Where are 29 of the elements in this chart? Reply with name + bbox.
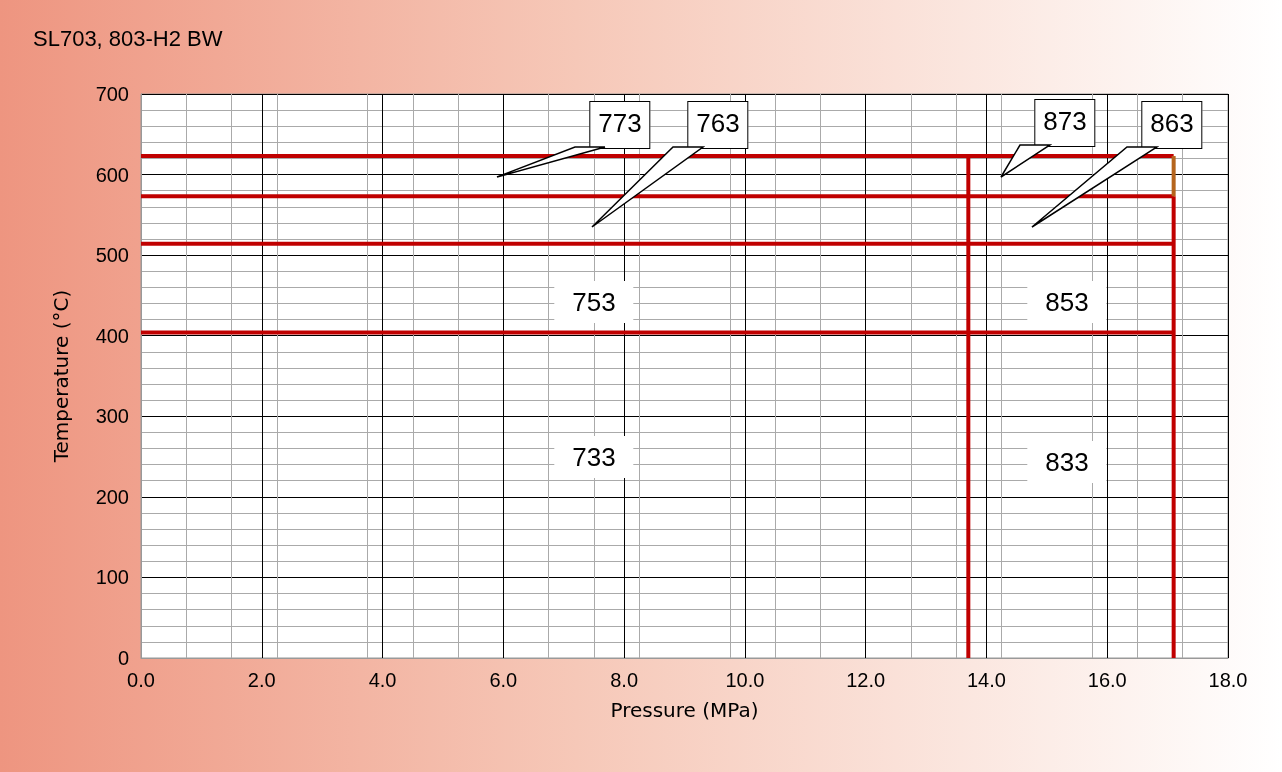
x-tick-label: 10.0 [725,669,765,691]
y-axis-title: Temperature (°C) [49,289,73,464]
y-tick-label: 0 [117,647,129,669]
x-tick-label: 0.0 [127,669,155,691]
x-axis-title: Pressure (MPa) [610,698,759,722]
annotation: 753 [554,281,634,323]
y-tick-label: 500 [95,244,129,267]
x-tick-label: 8.0 [610,669,639,691]
y-tick-label: 100 [95,566,129,589]
y-tick-label: 700 [95,83,129,105]
x-tick-label: 16.0 [1087,669,1127,691]
chart-title: SL703, 803-H2 BW [33,25,223,51]
x-tick-label: 4.0 [368,669,397,691]
y-tick-label: 400 [95,324,129,347]
annotation: 763 [687,101,749,149]
x-tick-label: 18.0 [1208,669,1248,691]
x-tick-label: 14.0 [966,669,1006,691]
annotation: 873 [1034,99,1096,147]
x-tick-label: 2.0 [247,669,276,691]
y-tick-label: 600 [95,163,129,186]
x-tick-label: 6.0 [489,669,518,691]
annotation: 863 [1141,101,1203,149]
annotation: 733 [554,436,634,478]
annotation: 833 [1027,441,1107,483]
annotation: 853 [1027,281,1107,323]
y-tick-label: 300 [95,405,129,428]
x-tick-label: 12.0 [846,669,886,691]
annotation: 773 [589,101,651,149]
y-tick-label: 200 [95,485,129,508]
